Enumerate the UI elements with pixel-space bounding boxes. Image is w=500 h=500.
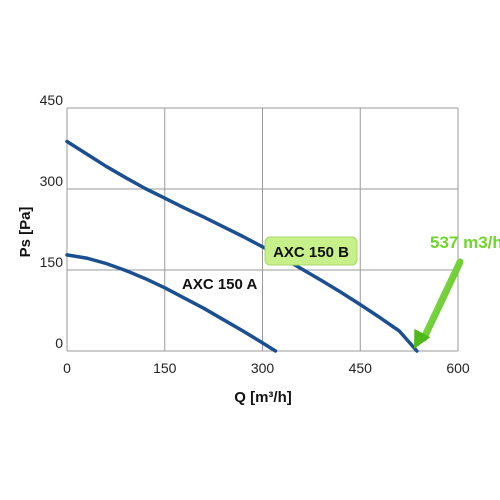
series-label-b: AXC 150 B: [273, 244, 349, 261]
x-tick-label-0: 0: [63, 360, 71, 376]
y-tick-label-150: 150: [40, 254, 64, 270]
annotation-label: 537 m3/h: [430, 233, 500, 252]
annotation-arrow-head: [413, 328, 431, 349]
x-tick-label-600: 600: [446, 360, 470, 376]
series-label-b-highlight: [264, 236, 358, 266]
y-tick-label-0: 0: [55, 335, 63, 351]
series-labels: AXC 150 A AXC 150 B: [182, 236, 358, 293]
y-axis-title: Ps [Pa]: [17, 207, 34, 258]
series-lines: [65, 139, 419, 353]
series-line-b: [65, 139, 419, 353]
x-tick-label-300: 300: [251, 360, 275, 376]
annotation: 537 m3/h: [413, 233, 500, 349]
annotation-arrow-shaft: [420, 258, 464, 342]
x-axis-title: Q [m³/h]: [234, 389, 292, 406]
x-tick-label-150: 150: [153, 360, 177, 376]
y-tick-label-450: 450: [40, 92, 64, 108]
series-line-a: [65, 253, 278, 353]
x-tick-label-450: 450: [349, 360, 373, 376]
grid: [66, 107, 459, 352]
series-label-a: AXC 150 A: [182, 276, 257, 293]
tick-labels: 0 150 300 450 600 0 150 300 450: [40, 92, 470, 376]
y-tick-label-300: 300: [40, 173, 64, 189]
